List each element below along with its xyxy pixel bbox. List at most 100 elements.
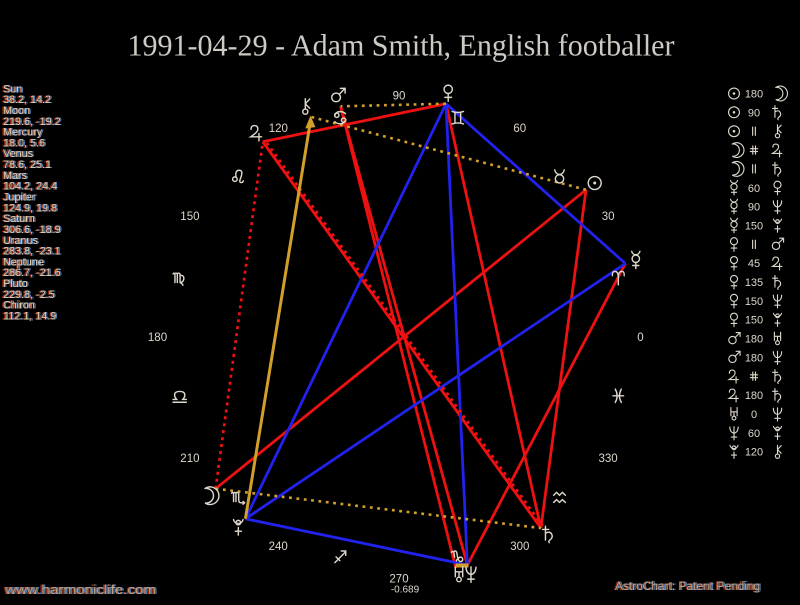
svg-text:104.2, 24.4: 104.2, 24.4 — [3, 181, 57, 193]
svg-text:38.2, 14.2: 38.2, 14.2 — [2, 94, 50, 106]
svg-text:210: 210 — [180, 453, 199, 465]
svg-text:Pluto: Pluto — [2, 278, 29, 290]
svg-text:306.6, -18.9: 306.6, -18.9 — [3, 224, 61, 236]
svg-text:286.7, -21.6: 286.7, -21.6 — [4, 267, 62, 279]
svg-text:Venus: Venus — [4, 148, 35, 160]
svg-text:270: 270 — [389, 574, 408, 586]
svg-text:Venus: Venus — [2, 148, 34, 160]
svg-text:www.harmoniclife.com: www.harmoniclife.com — [5, 583, 157, 597]
svg-text:150: 150 — [745, 315, 763, 327]
svg-text:286.7, -21.6: 286.7, -21.6 — [3, 267, 61, 279]
svg-text:Mercury: Mercury — [2, 127, 44, 139]
svg-text:78.6, 25.1: 78.6, 25.1 — [2, 159, 50, 171]
svg-text:38.2, 14.2: 38.2, 14.2 — [3, 94, 51, 106]
svg-text:Venus: Venus — [3, 148, 34, 160]
svg-text:219.6, -19.2: 219.6, -19.2 — [3, 116, 61, 128]
svg-text:90: 90 — [393, 91, 406, 103]
svg-text:104.2, 24.4: 104.2, 24.4 — [4, 181, 58, 193]
svg-text:112.1, 14.9: 112.1, 14.9 — [4, 311, 57, 323]
svg-text:Uranus: Uranus — [4, 235, 39, 247]
svg-text:Jupiter: Jupiter — [2, 192, 39, 204]
svg-text:Saturn: Saturn — [4, 213, 36, 225]
svg-text:180: 180 — [745, 89, 763, 101]
svg-text:www.harmoniclife.com: www.harmoniclife.com — [4, 583, 156, 597]
svg-text:Neptune: Neptune — [3, 256, 44, 268]
svg-text:104.2, 24.4: 104.2, 24.4 — [2, 181, 56, 193]
svg-text:90: 90 — [748, 202, 760, 214]
svg-text:0: 0 — [751, 409, 757, 421]
svg-text:-0.689: -0.689 — [391, 585, 420, 596]
svg-text:Jupiter: Jupiter — [4, 192, 37, 204]
svg-text:AstroChart: Patent Pending: AstroChart: Patent Pending — [617, 581, 762, 593]
svg-text:18.0, 5.6: 18.0, 5.6 — [4, 137, 46, 149]
svg-text:18.0, 5.6: 18.0, 5.6 — [2, 137, 44, 149]
svg-text:120: 120 — [745, 447, 763, 459]
svg-text:240: 240 — [269, 541, 288, 553]
svg-text:286.7, -21.6: 286.7, -21.6 — [2, 267, 60, 279]
svg-text:78.6, 25.1: 78.6, 25.1 — [3, 159, 51, 171]
svg-text:60: 60 — [748, 183, 760, 195]
svg-text:Chiron: Chiron — [4, 300, 36, 312]
svg-text:Sun: Sun — [2, 83, 22, 95]
svg-text:Jupiter: Jupiter — [3, 192, 36, 204]
svg-text:Uranus: Uranus — [3, 235, 38, 247]
svg-text:Neptune: Neptune — [2, 256, 45, 268]
svg-text:30: 30 — [602, 211, 615, 223]
svg-text:Sun: Sun — [4, 83, 23, 95]
svg-text:Chiron: Chiron — [3, 300, 35, 312]
svg-text:Mars: Mars — [2, 170, 27, 182]
svg-text:Uranus: Uranus — [2, 235, 39, 247]
svg-text:300: 300 — [510, 541, 529, 553]
svg-text:38.2, 14.2: 38.2, 14.2 — [4, 94, 52, 106]
svg-text:78.6, 25.1: 78.6, 25.1 — [4, 159, 52, 171]
svg-text:AstroChart: Patent Pending: AstroChart: Patent Pending — [614, 581, 759, 593]
svg-text:229.8, -2.5: 229.8, -2.5 — [2, 289, 54, 301]
svg-text:229.8, -2.5: 229.8, -2.5 — [3, 289, 55, 301]
svg-text:1991-04-29 - Adam Smith, Engli: 1991-04-29 - Adam Smith, English footbal… — [128, 29, 675, 63]
svg-text:Saturn: Saturn — [2, 213, 36, 225]
svg-text:229.8, -2.5: 229.8, -2.5 — [4, 289, 56, 301]
svg-text:Mercury: Mercury — [4, 127, 44, 139]
svg-text:Pluto: Pluto — [4, 278, 29, 290]
svg-text:18.0, 5.6: 18.0, 5.6 — [3, 137, 45, 149]
svg-text:Mercury: Mercury — [3, 127, 43, 139]
svg-text:Mars: Mars — [3, 170, 28, 182]
svg-text:Moon: Moon — [3, 105, 30, 117]
svg-text:90: 90 — [748, 107, 760, 119]
svg-text:Pluto: Pluto — [3, 278, 28, 290]
svg-text:112.1, 14.9: 112.1, 14.9 — [2, 311, 55, 323]
svg-text:330: 330 — [599, 453, 618, 465]
svg-text:283.8, -23.1: 283.8, -23.1 — [3, 246, 61, 258]
svg-text:219.6, -19.2: 219.6, -19.2 — [2, 116, 60, 128]
svg-text:124.9, 19.8: 124.9, 19.8 — [3, 202, 57, 214]
svg-text:0: 0 — [637, 332, 643, 344]
svg-text:180: 180 — [745, 352, 763, 364]
svg-text:283.8, -23.1: 283.8, -23.1 — [4, 246, 62, 258]
svg-text:www.harmoniclife.com: www.harmoniclife.com — [3, 583, 155, 597]
svg-text:306.6, -18.9: 306.6, -18.9 — [4, 224, 62, 236]
svg-text:Mars: Mars — [4, 170, 29, 182]
svg-text:Moon: Moon — [4, 105, 31, 117]
svg-text:Sun: Sun — [3, 83, 22, 95]
svg-text:Saturn: Saturn — [3, 213, 35, 225]
svg-text:Neptune: Neptune — [4, 256, 45, 268]
svg-text:112.1, 14.9: 112.1, 14.9 — [3, 311, 56, 323]
svg-text:Chiron: Chiron — [2, 300, 37, 312]
svg-text:Moon: Moon — [2, 105, 31, 117]
svg-text:124.9, 19.8: 124.9, 19.8 — [2, 202, 56, 214]
svg-text:120: 120 — [269, 123, 288, 135]
svg-text:45: 45 — [748, 258, 760, 270]
svg-text:150: 150 — [745, 221, 763, 233]
svg-text:150: 150 — [745, 296, 763, 308]
svg-text:219.6, -19.2: 219.6, -19.2 — [4, 116, 62, 128]
svg-text:AstroChart: Patent Pending: AstroChart: Patent Pending — [615, 581, 760, 593]
svg-text:124.9, 19.8: 124.9, 19.8 — [4, 202, 58, 214]
svg-text:60: 60 — [513, 123, 526, 135]
svg-text:306.6, -18.9: 306.6, -18.9 — [2, 224, 60, 236]
svg-text:135: 135 — [745, 277, 763, 289]
svg-text:180: 180 — [745, 390, 763, 402]
svg-text:180: 180 — [745, 334, 763, 346]
svg-text:150: 150 — [180, 211, 199, 223]
svg-text:60: 60 — [748, 428, 760, 440]
svg-text:283.8, -23.1: 283.8, -23.1 — [2, 246, 60, 258]
